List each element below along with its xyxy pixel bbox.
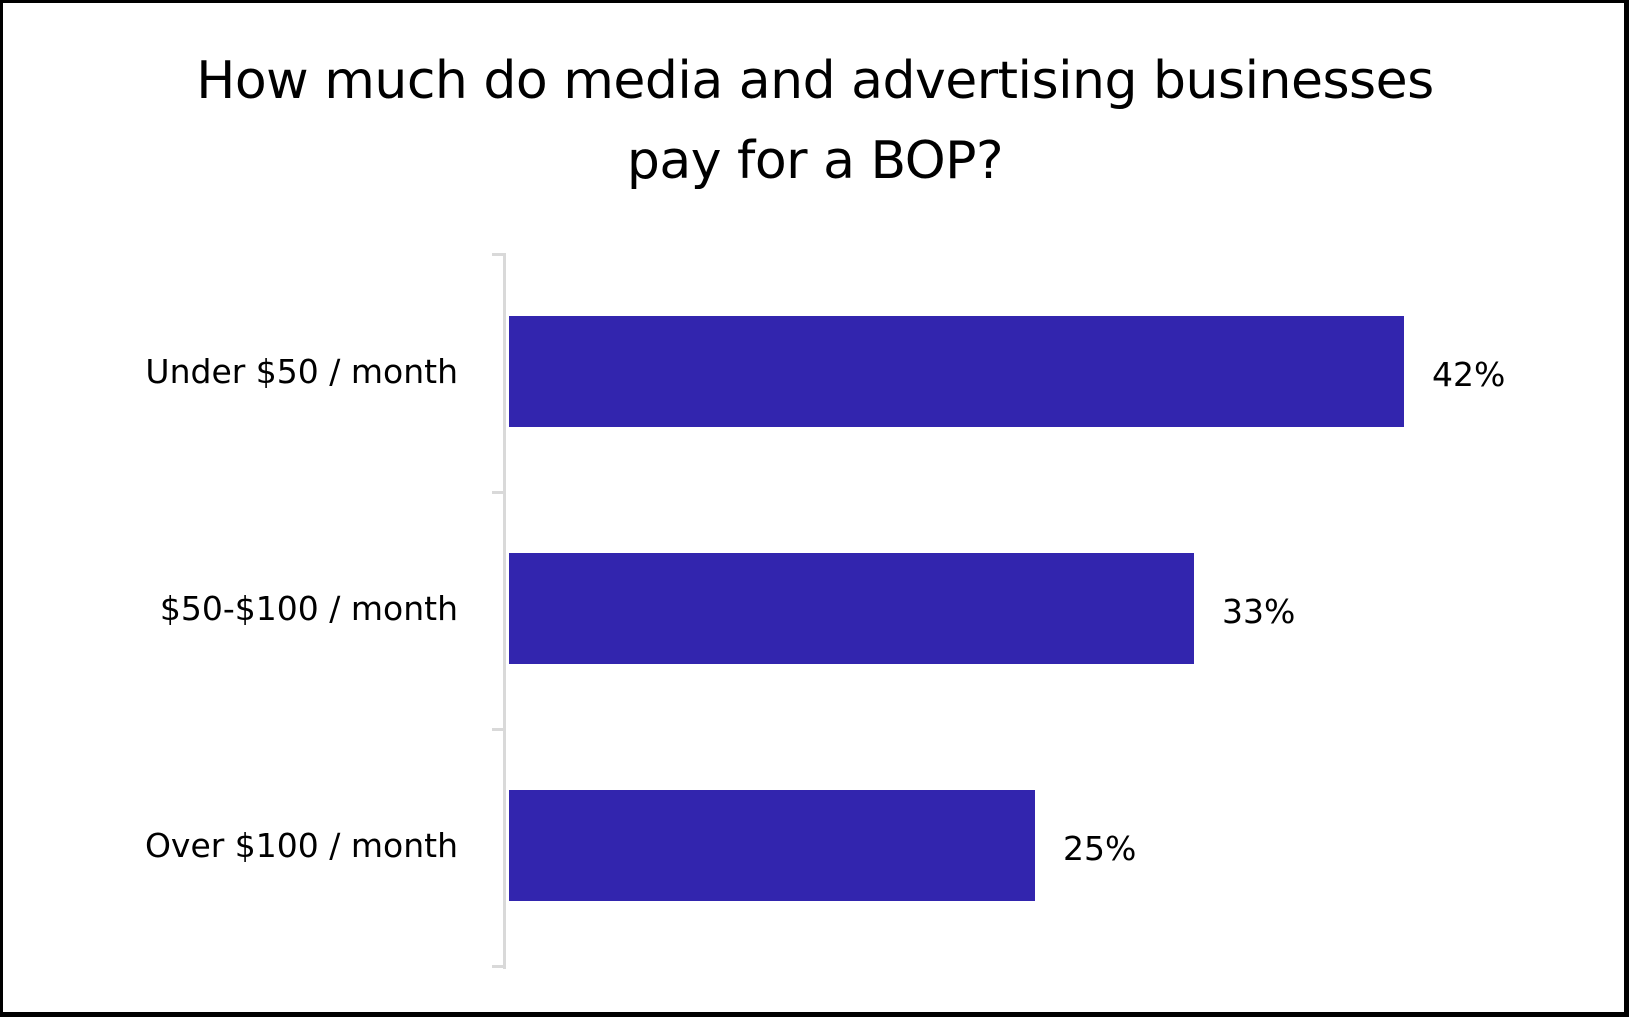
axis-tick xyxy=(492,491,504,494)
bar-under-50 xyxy=(509,316,1404,427)
axis-tick xyxy=(492,728,504,731)
value-label: 33% xyxy=(1222,592,1296,631)
category-label: Under $50 / month xyxy=(145,352,458,391)
category-label: Over $100 / month xyxy=(144,826,458,865)
bar-over-100 xyxy=(509,790,1035,901)
value-label: 25% xyxy=(1063,829,1137,868)
chart-title-line-2: pay for a BOP? xyxy=(626,131,1004,191)
bar-50-to-100 xyxy=(509,553,1194,664)
value-label: 42% xyxy=(1432,355,1506,394)
axis-tick xyxy=(492,965,504,968)
chart-title-line-1: How much do media and advertising busine… xyxy=(196,51,1434,111)
category-axis-line xyxy=(503,253,506,969)
category-label: $50-$100 / month xyxy=(159,589,458,628)
axis-tick xyxy=(492,253,504,256)
